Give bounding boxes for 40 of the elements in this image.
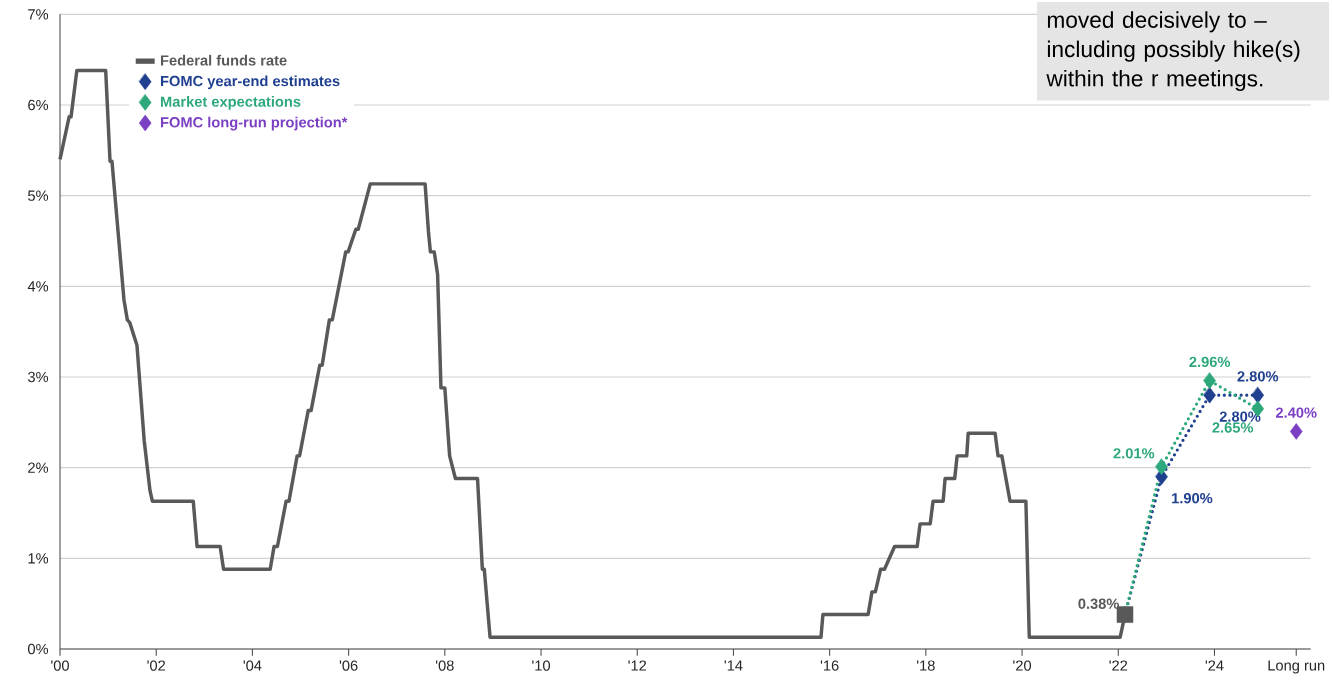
x-tick-label: '14: [724, 660, 743, 671]
point: [1251, 386, 1265, 404]
legend-label: FOMC year-end estimates: [161, 75, 340, 90]
point: [1203, 372, 1216, 389]
y-tick-label: 6%: [28, 99, 49, 111]
data-label: 2.80%: [1237, 371, 1279, 382]
legend-label: FOMC long-run projection*: [161, 116, 348, 131]
y-tick-label: 1%: [28, 553, 49, 564]
x-tick-label: '20: [1013, 660, 1032, 671]
data-label: 2.96%: [1189, 356, 1231, 368]
point: [1155, 458, 1168, 476]
y-tick-label: 2%: [28, 462, 49, 473]
x-tick-label: '24: [1205, 660, 1224, 671]
x-tick-label: '02: [147, 660, 166, 671]
x-tick-label: '00: [51, 660, 69, 671]
x-tick-label: '18: [917, 660, 935, 671]
annotation: moved decisively to – including possibly hike(s) within the r meetings.: [1046, 11, 1300, 92]
x-tick-label: '12: [628, 660, 647, 671]
data-label: 2.65%: [1212, 422, 1254, 433]
x-tick-label: '16: [820, 660, 839, 671]
data-label: 2.80%: [1219, 411, 1261, 422]
point: [1289, 423, 1303, 440]
y-tick-label: 3%: [28, 371, 49, 383]
legend-label: Federal funds rate: [161, 54, 287, 66]
y-tick-label: 0%: [28, 643, 49, 655]
x-tick-label: '10: [532, 660, 550, 671]
x-tick-label: '22: [1109, 660, 1128, 671]
y-tick-label: 5%: [28, 190, 49, 201]
legend-label: Market expectations: [161, 96, 301, 110]
x-tick-label: '04: [243, 660, 262, 671]
data-label: 1.90%: [1172, 493, 1213, 504]
point: [1203, 386, 1216, 404]
data-label: 0.38%: [1078, 598, 1119, 609]
data-label: 2.01%: [1113, 448, 1155, 459]
y-tick-label: 4%: [27, 281, 49, 292]
x-tick-label: '06: [339, 660, 358, 671]
data-label: 2.40%: [1275, 407, 1317, 418]
y-tick-label: 7%: [28, 9, 49, 20]
x-tick-label: Long run: [1268, 660, 1325, 674]
x-tick-label: '08: [436, 660, 454, 671]
